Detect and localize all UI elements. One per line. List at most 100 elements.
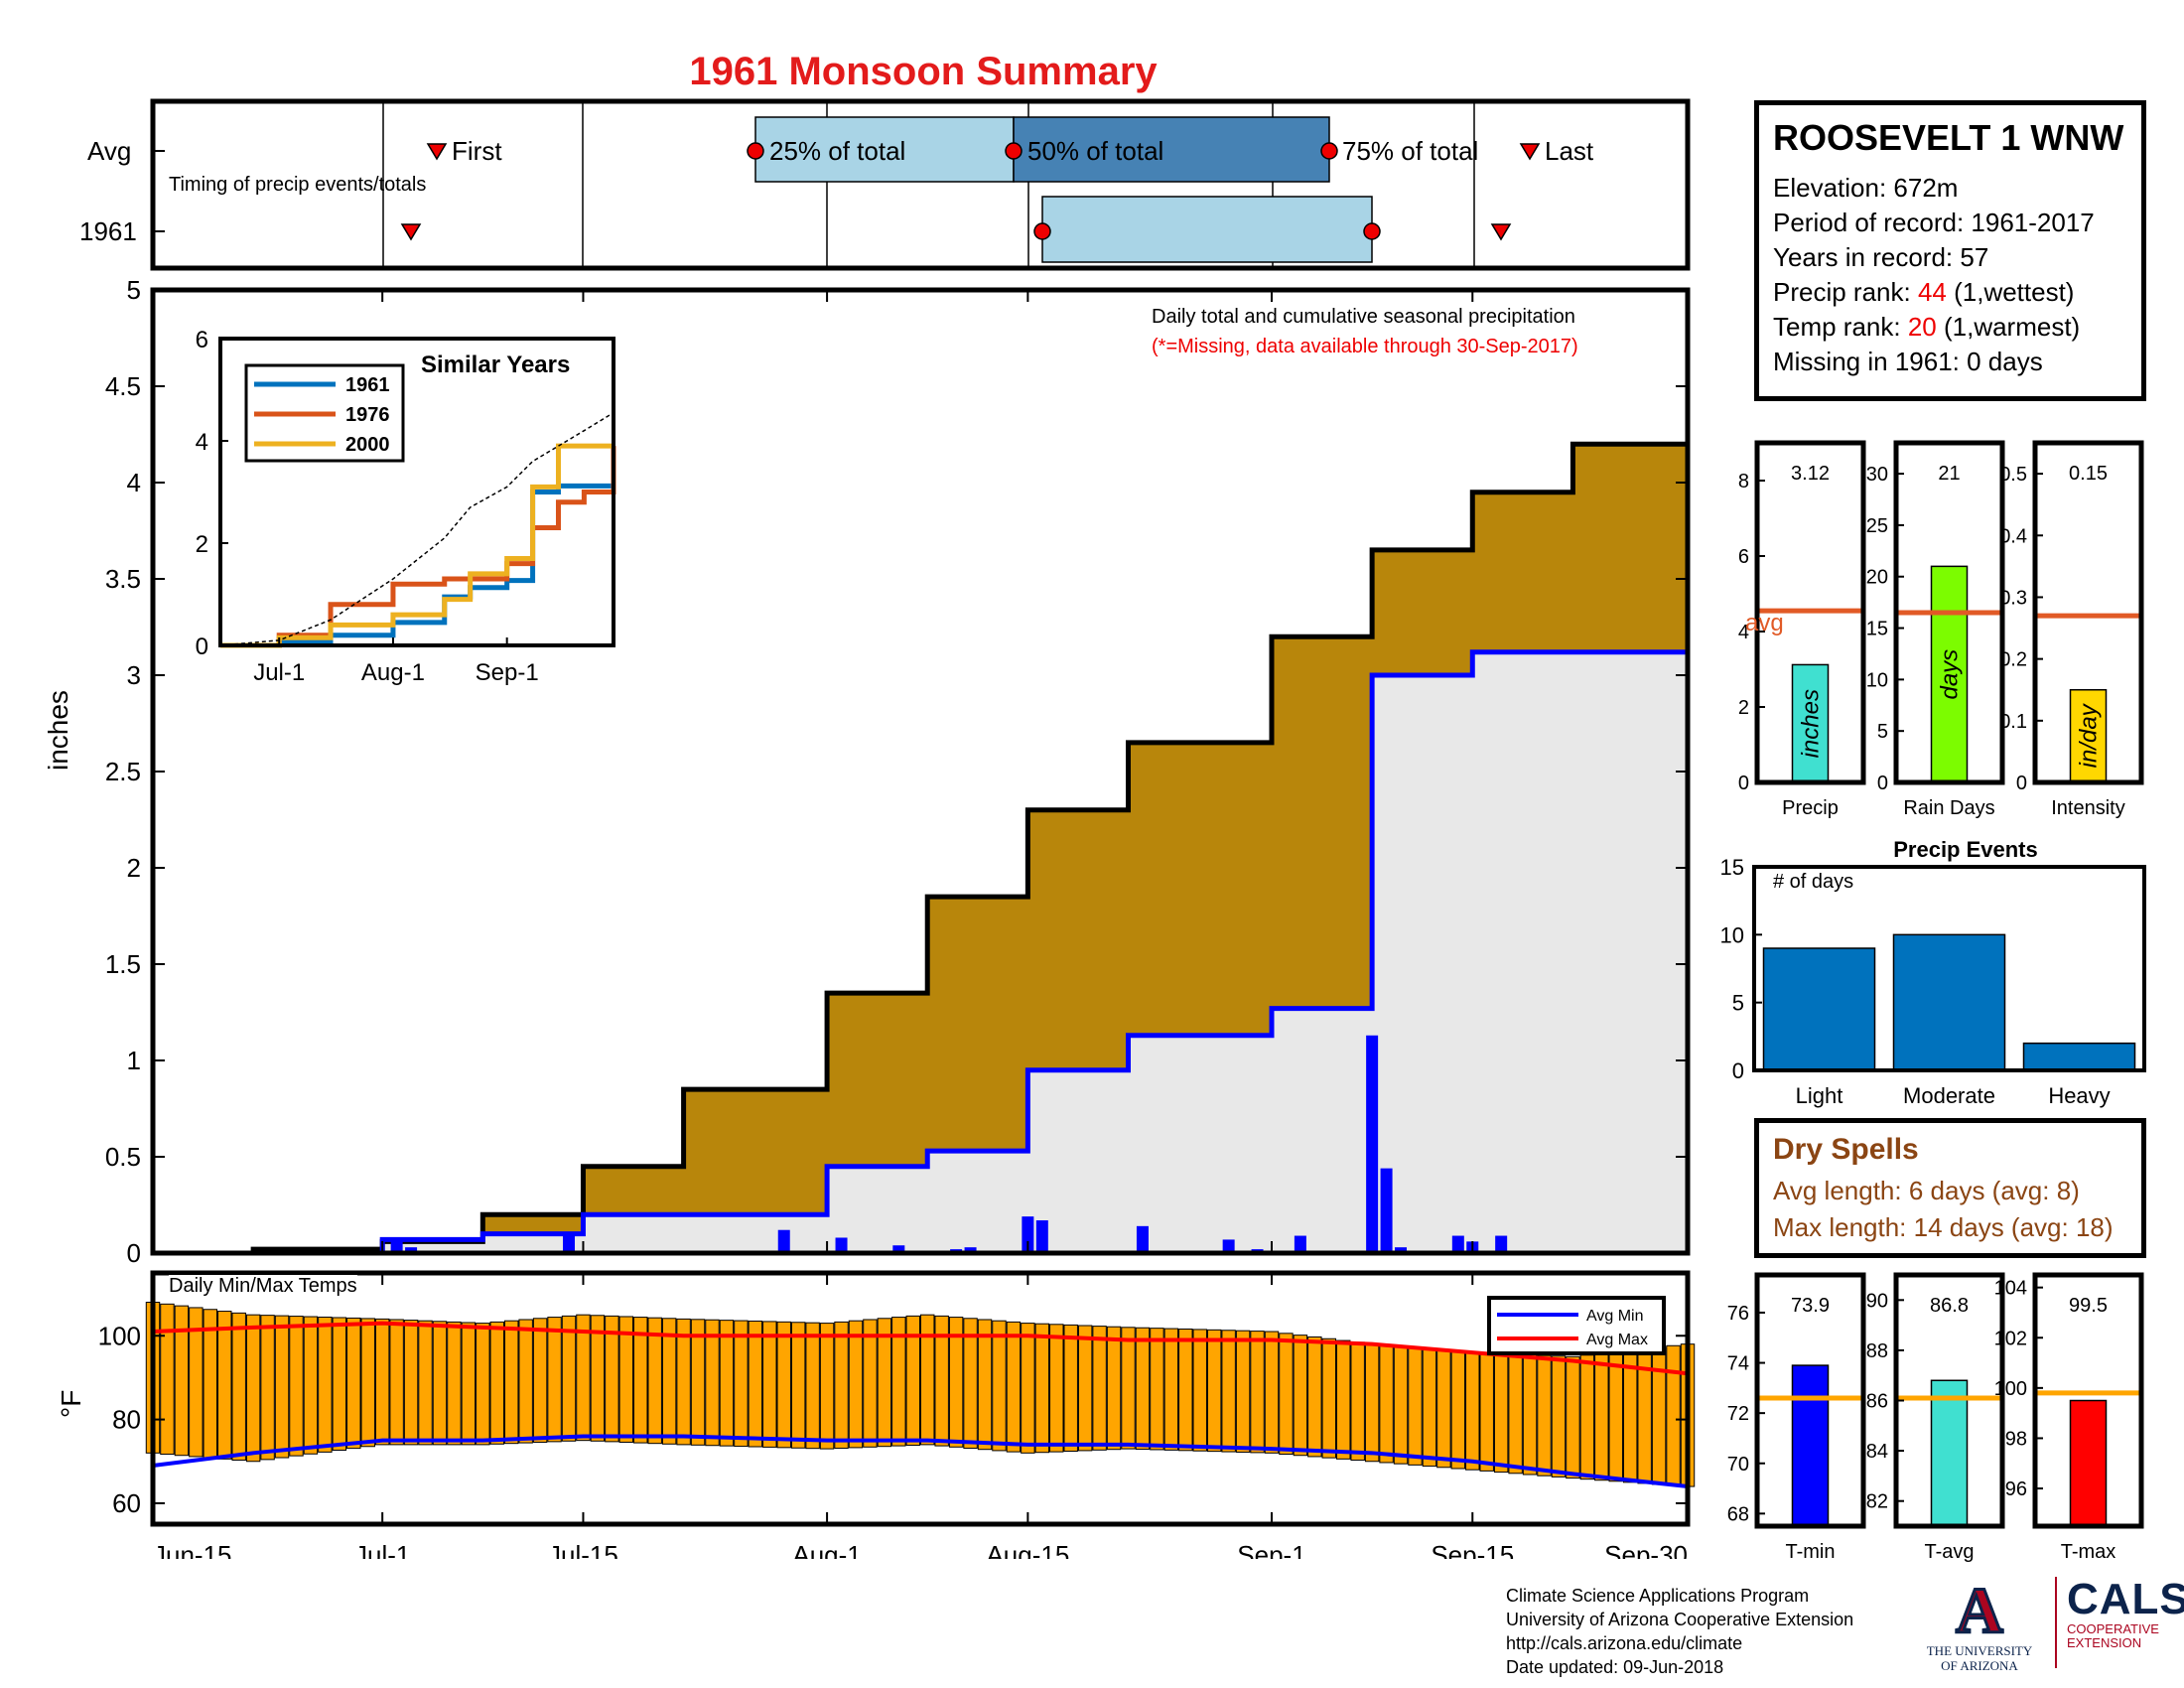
- mini-unit-label: days: [1937, 649, 1964, 700]
- daily-temp-bar: [1221, 1330, 1236, 1453]
- footer-line-3: http://cals.arizona.edu/climate: [1506, 1633, 1743, 1653]
- y-tick-label: 1: [127, 1046, 141, 1075]
- daily-temp-bar: [790, 1322, 806, 1449]
- daily-temp-bar: [489, 1321, 504, 1445]
- daily-temp-bar: [1049, 1324, 1064, 1453]
- daily-temp-bar: [920, 1314, 935, 1446]
- timing-50-label: 50% of total: [1027, 136, 1164, 166]
- temp-rank: Temp rank: 20 (1,warmest): [1773, 310, 2141, 345]
- daily-temp-bar: [948, 1317, 964, 1448]
- daily-temp-bar: [1092, 1326, 1107, 1451]
- inset-frame: [218, 337, 615, 647]
- daily-temp-bar: [1006, 1321, 1022, 1453]
- daily-temp-bar: [318, 1317, 333, 1453]
- daily-temp-bar: [1393, 1345, 1409, 1465]
- daily-temp-bar: [647, 1317, 662, 1445]
- mini-y-label: 4: [1738, 622, 1749, 643]
- daily-temp-bar: [518, 1319, 533, 1444]
- daily-precip-bar: [1136, 1225, 1149, 1253]
- daily-temp-bar: [1279, 1333, 1294, 1456]
- daily-precip-bar: [1451, 1235, 1464, 1253]
- daily-temp-bar: [532, 1318, 548, 1443]
- y-tick-label: 0.5: [105, 1142, 141, 1172]
- mini-axis-label: Rain Days: [1903, 797, 1994, 819]
- daily-temp-bar: [389, 1319, 404, 1446]
- mini-y-label: 102: [1994, 1328, 2027, 1349]
- daily-temp-bar: [576, 1314, 591, 1442]
- y-tick-label: 4.5: [105, 371, 141, 401]
- mini-y-label: 2: [1738, 697, 1749, 719]
- temps-caption: Daily Min/Max Temps: [169, 1275, 357, 1298]
- daily-temp-bar: [805, 1322, 820, 1450]
- inset-y-label: 0: [196, 633, 208, 660]
- x-tick-label: Jul-15: [548, 1540, 618, 1559]
- precip-rank-value: 44: [1917, 277, 1947, 307]
- daily-temp-bar: [1408, 1346, 1423, 1466]
- daily-temp-bar: [1163, 1328, 1179, 1451]
- cals-logo: CALS COOPERATIVE EXTENSION: [2055, 1577, 2184, 1668]
- x-tick-label: Sep-30: [1604, 1540, 1688, 1559]
- events-y-label: 15: [1720, 855, 1744, 880]
- daily-temp-bar: [503, 1320, 519, 1445]
- daily-precip-bar: [1366, 1035, 1379, 1253]
- daily-temp-bar: [245, 1314, 261, 1463]
- daily-temp-bar: [762, 1321, 777, 1448]
- x-tick-label: Sep-1: [1237, 1540, 1305, 1559]
- mini-chart-frame: [1754, 440, 1866, 785]
- temp-y-label: 60: [112, 1488, 141, 1518]
- mini-y-label: 0: [1877, 773, 1888, 794]
- daily-temp-bar: [561, 1315, 577, 1442]
- station-missing: Missing in 1961: 0 days: [1773, 347, 2043, 376]
- cals-caption-1: COOPERATIVE: [2067, 1621, 2159, 1636]
- daily-temp-bar: [1566, 1355, 1580, 1479]
- daily-temp-bar: [819, 1323, 835, 1450]
- daily-temp-bar: [863, 1319, 878, 1448]
- mini-chart-frame: [2032, 1272, 2144, 1529]
- daily-temp-bar: [289, 1316, 304, 1457]
- daily-temp-bar: [303, 1316, 319, 1455]
- events-y-label: 10: [1720, 922, 1744, 947]
- main-note: Daily total and cumulative seasonal prec…: [1152, 306, 1575, 328]
- temp-rank-value: 20: [1907, 312, 1937, 342]
- y-tick-label: 3.5: [105, 564, 141, 594]
- daily-temp-bar: [1192, 1329, 1207, 1452]
- dry-spells-max: Max length: 14 days (avg: 18): [1773, 1212, 2114, 1242]
- y-tick-label: 5: [127, 275, 141, 305]
- mini-chart-frame: [1893, 440, 2005, 785]
- daily-temp-bar: [1522, 1354, 1538, 1476]
- daily-precip-bar: [563, 1233, 576, 1253]
- daily-temp-bar: [1379, 1344, 1394, 1464]
- daily-precip-bar: [1035, 1220, 1048, 1253]
- daily-temp-bar: [848, 1320, 864, 1449]
- inset-x-label: Jul-1: [253, 659, 305, 686]
- daily-temp-bar: [1422, 1348, 1437, 1468]
- event-category-label: Heavy: [2048, 1083, 2110, 1108]
- daily-precip-bar: [777, 1229, 790, 1253]
- temp-y-label: 100: [98, 1321, 141, 1350]
- x-tick-label: Aug-15: [986, 1540, 1069, 1559]
- daily-precip-bar: [892, 1245, 905, 1253]
- daily-temp-bar: [1063, 1324, 1078, 1453]
- daily-temp-bar: [1666, 1344, 1681, 1486]
- average-line: [153, 649, 1688, 1256]
- similar-year-line-2000: [220, 443, 614, 648]
- daily-temp-bar: [605, 1315, 619, 1443]
- events-y-label: 0: [1732, 1058, 1744, 1083]
- precip-events-title: Precip Events: [1893, 837, 2038, 862]
- summary-bar-precip: [1791, 663, 1830, 783]
- mini-y-label: 0.1: [1999, 711, 2027, 733]
- x-tick-label: Jun-15: [153, 1540, 232, 1559]
- daily-temp-bar: [1077, 1325, 1093, 1452]
- y-tick-label: 2: [127, 853, 141, 883]
- daily-temp-bar: [1450, 1350, 1466, 1470]
- station-years: Years in record: 57: [1773, 242, 1989, 272]
- main-note-missing: (*=Missing, data available through 30-Se…: [1152, 336, 1578, 357]
- footer-line-2: University of Arizona Cooperative Extens…: [1506, 1610, 1854, 1629]
- mini-y-label: 0.5: [1999, 464, 2027, 486]
- daily-precip-bar: [1022, 1216, 1034, 1253]
- daily-temp-bar: [1579, 1354, 1595, 1480]
- temp-legend-box: [1487, 1296, 1666, 1355]
- daily-temp-bar: [1364, 1343, 1380, 1463]
- daily-temp-bar: [1021, 1323, 1035, 1454]
- mini-y-label: 70: [1727, 1454, 1749, 1476]
